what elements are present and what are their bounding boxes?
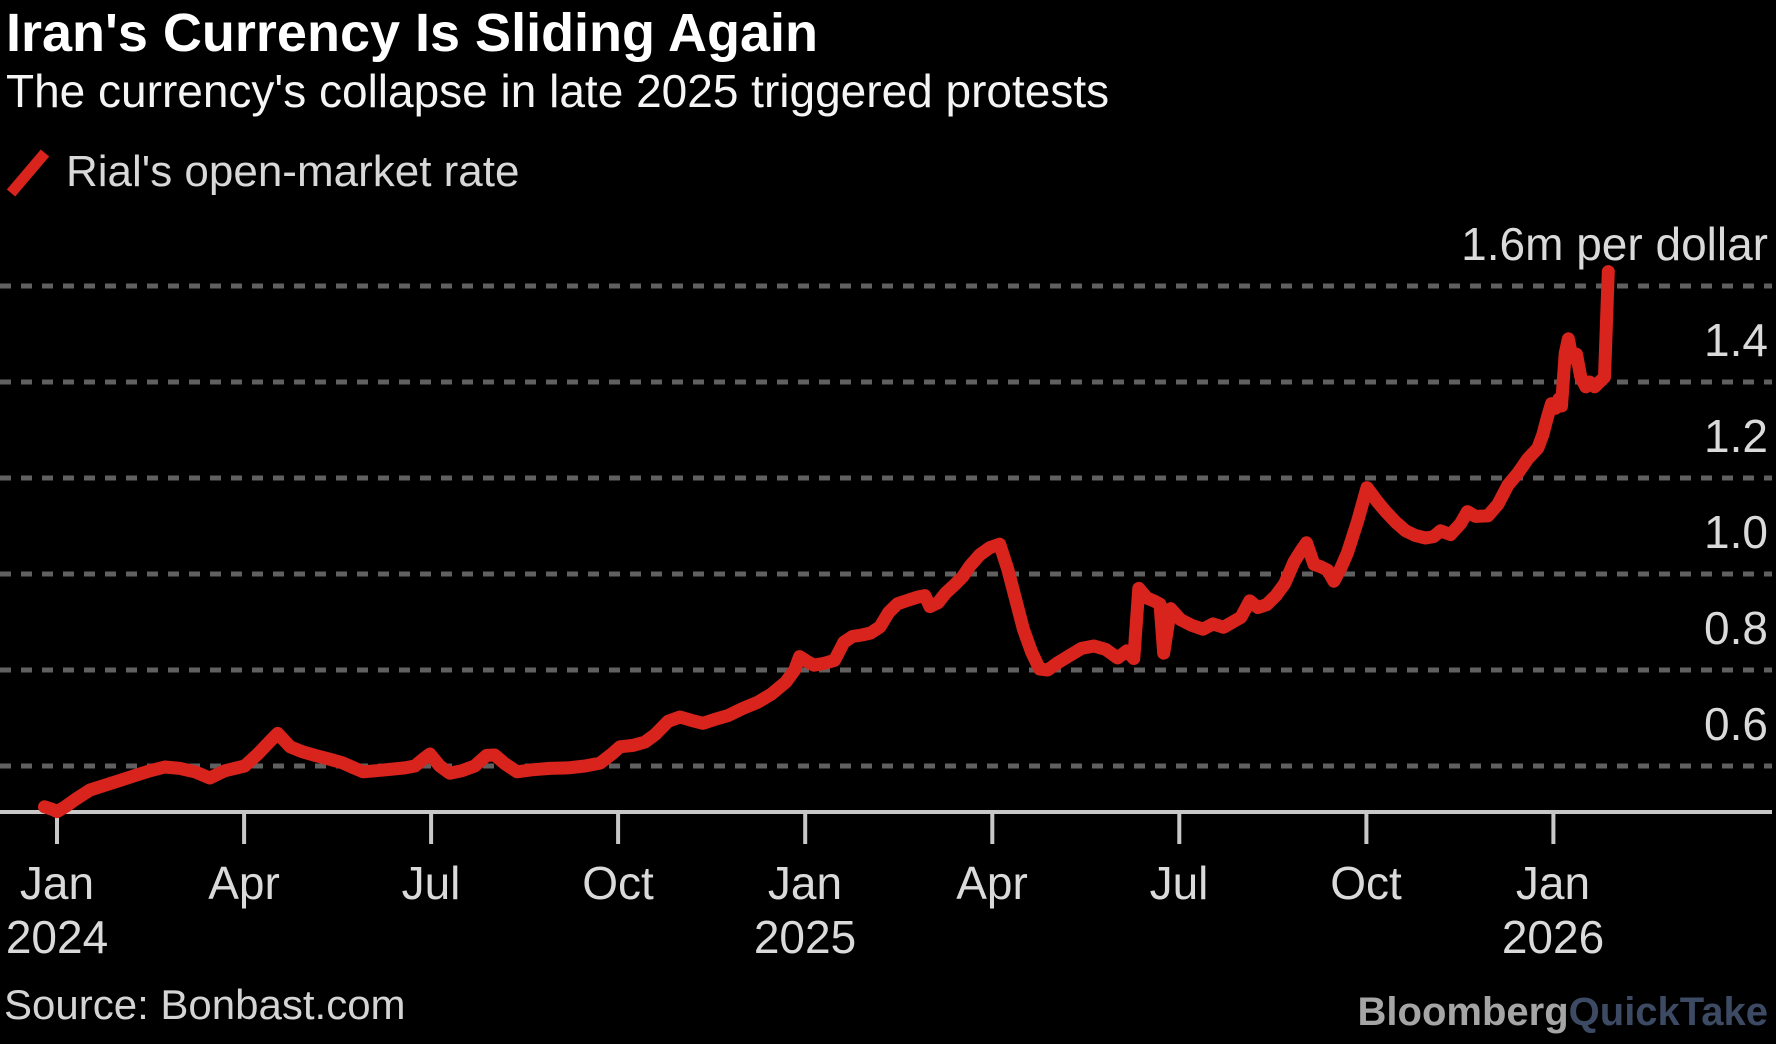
chart-subtitle: The currency's collapse in late 2025 tri… [6,65,1110,117]
x-tick-label: Jan [767,857,843,909]
y-tick-label: 0.8 [1704,602,1768,654]
legend-slash-icon [6,149,50,197]
series-line-rial [38,265,1615,819]
x-year-label: 2024 [5,911,109,963]
brand-quicktake: QuickTake [1568,990,1768,1034]
y-axis-top-label: 1.6m per dollar [1461,218,1768,270]
source-note: Source: Bonbast.com [4,981,406,1028]
x-tick-label: Oct [582,857,654,909]
x-tick-label: Apr [208,857,280,909]
y-tick-label: 0.6 [1704,698,1768,750]
legend: Rial's open-market rate [6,142,519,202]
x-tick-label: Oct [1330,857,1402,909]
y-tick-label: 1.4 [1704,314,1768,366]
x-year-label: 2026 [1501,911,1605,963]
y-tick-label: 1.0 [1704,506,1768,558]
y-tick-label: 1.2 [1704,410,1768,462]
x-tick-label: Apr [956,857,1028,909]
legend-label: Rial's open-market rate [66,146,520,196]
x-tick-label: Jan [19,857,95,909]
x-tick-label: Jul [401,857,461,909]
brand-bloomberg: Bloomberg [1357,990,1569,1034]
x-tick-label: Jul [1149,857,1209,909]
x-tick-label: Jan [1515,857,1591,909]
brand-logo: BloombergQuickTake [1358,990,1768,1034]
chart-title: Iran's Currency Is Sliding Again [6,3,819,63]
x-year-label: 2025 [753,911,857,963]
